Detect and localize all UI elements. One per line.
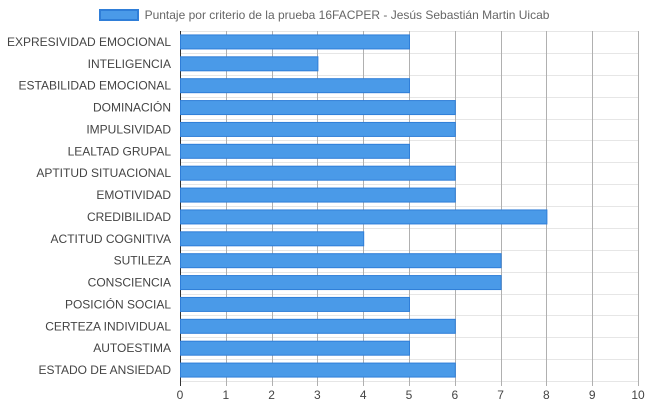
- bar[interactable]: [180, 78, 410, 94]
- category-label: AUTOESTIMA: [93, 341, 171, 355]
- category-label: APTITUD SITUACIONAL: [36, 166, 171, 180]
- x-tick-label: 1: [222, 388, 229, 402]
- x-tick-label: 4: [360, 388, 367, 402]
- bar[interactable]: [180, 231, 365, 247]
- category-label: LEALTAD GRUPAL: [68, 144, 172, 158]
- x-tick-label: 6: [451, 388, 458, 402]
- bar[interactable]: [180, 121, 456, 137]
- category-label: CERTEZA INDIVIDUAL: [45, 319, 171, 333]
- x-tick-label: 2: [268, 388, 275, 402]
- bar[interactable]: [180, 56, 319, 72]
- legend-swatch: [98, 9, 139, 21]
- category-label: IMPULSIVIDAD: [86, 122, 171, 136]
- legend[interactable]: Puntaje por criterio de la prueba 16FACP…: [0, 5, 648, 25]
- bar[interactable]: [180, 209, 548, 225]
- category-label: CREDIBILIDAD: [87, 210, 171, 224]
- category-label: INTELIGENCIA: [88, 57, 171, 71]
- bar[interactable]: [180, 296, 410, 312]
- bar[interactable]: [180, 340, 410, 356]
- x-tick-label: 7: [497, 388, 504, 402]
- bar[interactable]: [180, 34, 410, 50]
- category-label: ESTABILIDAD EMOCIONAL: [19, 79, 172, 93]
- bar[interactable]: [180, 253, 502, 269]
- legend-label: Puntaje por criterio de la prueba 16FACP…: [144, 8, 550, 22]
- x-tick-label: 8: [543, 388, 550, 402]
- bar[interactable]: [180, 187, 456, 203]
- category-label: POSICIÓN SOCIAL: [65, 296, 171, 311]
- x-tick-label: 9: [589, 388, 596, 402]
- bar[interactable]: [180, 143, 410, 159]
- category-label: SUTILEZA: [114, 254, 171, 268]
- bar[interactable]: [180, 362, 456, 378]
- bar[interactable]: [180, 100, 456, 116]
- bar[interactable]: [180, 275, 502, 291]
- x-tick-label: 0: [177, 388, 184, 402]
- category-label: DOMINACIÓN: [93, 100, 171, 115]
- category-label: CONSCIENCIA: [88, 276, 171, 290]
- bar[interactable]: [180, 165, 456, 181]
- category-label: EMOTIVIDAD: [96, 188, 171, 202]
- x-tick-label: 3: [314, 388, 321, 402]
- category-label: ACTITUD COGNITIVA: [51, 232, 171, 246]
- category-label: ESTADO DE ANSIEDAD: [39, 363, 172, 377]
- bar[interactable]: [180, 318, 456, 334]
- category-label: EXPRESIVIDAD EMOCIONAL: [7, 35, 171, 49]
- x-tick-label: 5: [406, 388, 413, 402]
- x-tick-label: 10: [631, 388, 645, 402]
